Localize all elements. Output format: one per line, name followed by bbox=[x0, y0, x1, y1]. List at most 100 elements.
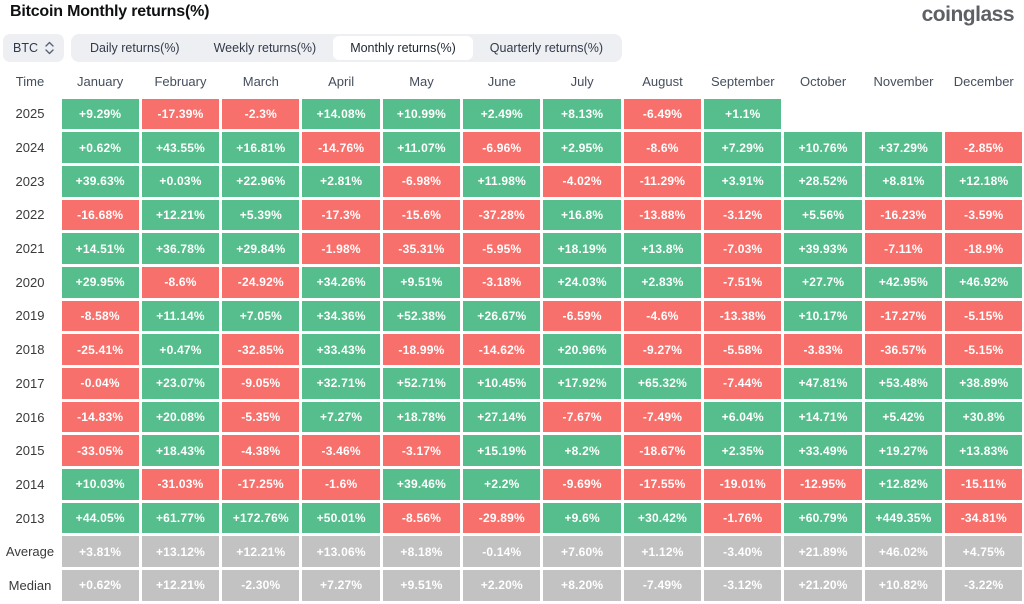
tab-quarterly-returns[interactable]: Quarterly returns(%) bbox=[473, 36, 620, 60]
return-cell: +0.47% bbox=[141, 334, 220, 365]
return-cell: +5.39% bbox=[222, 199, 300, 231]
return-cell: -6.49% bbox=[623, 98, 702, 130]
return-cell: +24.03% bbox=[543, 266, 621, 298]
tab-monthly-returns[interactable]: Monthly returns(%) bbox=[333, 36, 473, 60]
return-cell: +14.71% bbox=[784, 401, 862, 433]
return-cell: -17.3% bbox=[302, 199, 380, 231]
month-header-june: June bbox=[487, 74, 516, 89]
return-cell: +26.67% bbox=[463, 300, 541, 332]
return-cell: -7.51% bbox=[704, 266, 782, 298]
return-cell: +12.82% bbox=[864, 469, 943, 500]
return-cell: +53.48% bbox=[864, 368, 943, 399]
return-cell: -12.95% bbox=[784, 469, 862, 500]
return-cell: +17.92% bbox=[543, 368, 621, 399]
table-row-2013: 2013 +44.05% +61.77% +172.76% +50.01% -8.56% -… bbox=[0, 501, 1024, 535]
symbol-label: BTC bbox=[13, 41, 38, 55]
return-cell: +7.27% bbox=[302, 570, 380, 601]
return-cell: -3.46% bbox=[302, 435, 380, 467]
return-cell: +52.71% bbox=[382, 368, 461, 399]
return-cell: -7.03% bbox=[704, 233, 782, 264]
return-cell: -14.76% bbox=[302, 132, 380, 163]
return-cell: +6.04% bbox=[704, 401, 782, 433]
return-cell: +5.42% bbox=[864, 401, 943, 433]
return-cell bbox=[865, 99, 942, 130]
return-cell: -3.22% bbox=[945, 570, 1023, 601]
month-header-december: December bbox=[953, 74, 1014, 89]
return-cell: +7.05% bbox=[222, 300, 300, 332]
return-cell: -37.28% bbox=[463, 199, 541, 231]
table-row-2023: 2023 +39.63% +0.03% +22.96% +2.81% -6.98% +11.… bbox=[0, 164, 1024, 198]
return-cell: +18.19% bbox=[543, 233, 621, 264]
return-cell: -24.92% bbox=[222, 266, 300, 298]
row-label: Median bbox=[8, 577, 52, 593]
return-cell: -9.69% bbox=[543, 469, 621, 500]
return-cell: -1.76% bbox=[704, 502, 782, 534]
return-cell: -8.56% bbox=[382, 502, 461, 534]
return-cell: +39.46% bbox=[382, 469, 461, 500]
coinglass-logo: coinglass bbox=[921, 3, 1015, 26]
tab-weekly-returns[interactable]: Weekly returns(%) bbox=[197, 36, 334, 60]
table-header-row: Time January February March April May June Jul… bbox=[0, 66, 1024, 97]
return-cell: +38.89% bbox=[945, 368, 1023, 399]
return-cell: +23.07% bbox=[141, 368, 220, 399]
return-cell: +13.06% bbox=[302, 536, 380, 568]
table-row-2015: 2015 -33.05% +18.43% -4.38% -3.46% -3.17% +15.… bbox=[0, 434, 1024, 468]
return-cell: -5.35% bbox=[222, 401, 300, 433]
return-cell: +10.76% bbox=[784, 132, 862, 163]
return-cell: +11.98% bbox=[463, 165, 541, 197]
tab-daily-returns[interactable]: Daily returns(%) bbox=[73, 36, 197, 60]
topbar: Bitcoin Monthly returns(%) coinglass bbox=[0, 0, 1024, 33]
controls-bar: BTC Daily returns(%) Weekly returns(%) Mon… bbox=[0, 33, 1024, 63]
return-cell: +34.26% bbox=[302, 266, 380, 298]
return-cell: +0.03% bbox=[141, 165, 220, 197]
table-row-2014: 2014 +10.03% -31.03% -17.25% -1.6% +39.46% +2.… bbox=[0, 468, 1024, 502]
row-label: 2019 bbox=[15, 308, 45, 324]
return-cell: -17.39% bbox=[141, 98, 220, 130]
return-cell: +1.12% bbox=[623, 536, 702, 568]
return-cell: +37.29% bbox=[864, 132, 943, 163]
row-label: Average bbox=[5, 544, 55, 560]
row-label: 2020 bbox=[15, 274, 45, 290]
table-row-2017: 2017 -0.04% +23.07% -9.05% +32.71% +52.71% +10… bbox=[0, 367, 1024, 401]
return-cell: -5.15% bbox=[945, 300, 1023, 332]
return-cell: +27.14% bbox=[463, 401, 541, 433]
return-cell: +18.78% bbox=[382, 401, 461, 433]
symbol-selector[interactable]: BTC bbox=[3, 34, 64, 62]
return-cell: +14.51% bbox=[61, 233, 139, 264]
return-cell: +10.03% bbox=[61, 469, 139, 500]
return-cell: -6.59% bbox=[543, 300, 621, 332]
return-cell: +12.21% bbox=[141, 570, 220, 601]
return-cell: -5.95% bbox=[463, 233, 541, 264]
return-cell: +16.81% bbox=[222, 132, 300, 163]
return-cell: +11.14% bbox=[141, 300, 220, 332]
row-label: 2018 bbox=[15, 342, 45, 358]
return-cell: +7.29% bbox=[704, 132, 782, 163]
return-cell: +9.51% bbox=[382, 266, 461, 298]
row-label: 2017 bbox=[15, 375, 45, 391]
return-cell: +4.75% bbox=[945, 536, 1023, 568]
return-cell: +7.60% bbox=[543, 536, 621, 568]
return-cell: +36.78% bbox=[141, 233, 220, 264]
month-header-april: April bbox=[328, 74, 355, 89]
return-cell: +1.1% bbox=[704, 98, 782, 130]
return-cell: -7.44% bbox=[704, 368, 782, 399]
return-cell: +2.20% bbox=[463, 570, 541, 601]
return-cell: +30.42% bbox=[623, 502, 702, 534]
return-cell: +65.32% bbox=[623, 368, 702, 399]
return-cell: +27.7% bbox=[784, 266, 862, 298]
return-cell: +39.63% bbox=[61, 165, 139, 197]
return-cell: -15.11% bbox=[945, 469, 1023, 500]
return-cell: -18.9% bbox=[945, 233, 1023, 264]
return-cell: +3.91% bbox=[704, 165, 782, 197]
return-cell: -17.25% bbox=[222, 469, 300, 500]
return-cell: -0.14% bbox=[463, 536, 541, 568]
return-cell: -7.67% bbox=[543, 401, 621, 433]
return-cell: +172.76% bbox=[222, 502, 300, 534]
return-cell: -9.05% bbox=[222, 368, 300, 399]
return-cell: +33.43% bbox=[302, 334, 380, 365]
return-cell: +12.21% bbox=[222, 536, 300, 568]
return-cell: +2.83% bbox=[623, 266, 702, 298]
return-cell: -8.6% bbox=[623, 132, 702, 163]
return-cell: +29.95% bbox=[61, 266, 139, 298]
return-cell: +19.27% bbox=[864, 435, 943, 467]
